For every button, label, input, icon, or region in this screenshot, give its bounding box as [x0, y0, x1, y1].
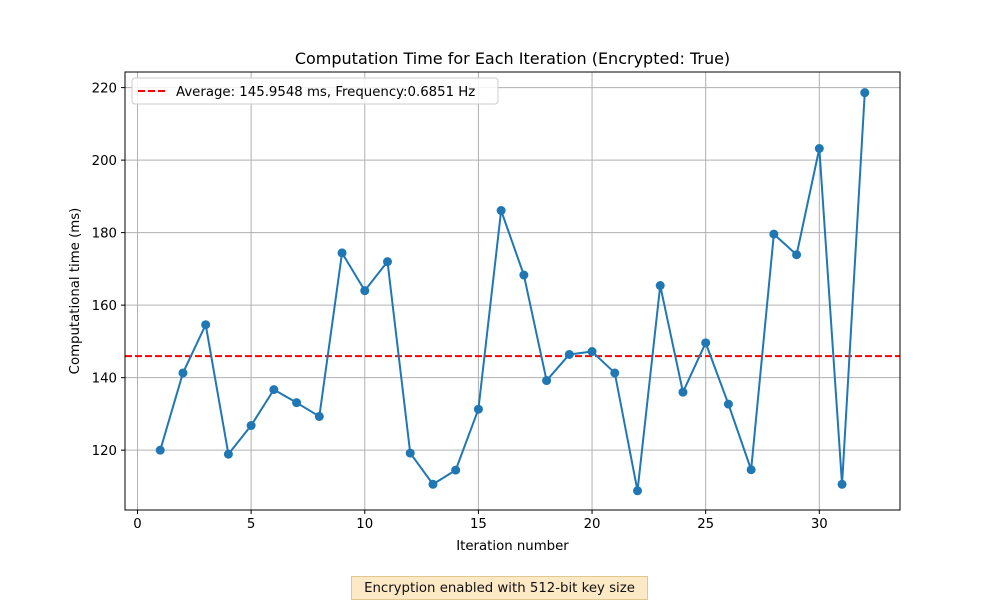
x-axis-label: Iteration number	[456, 539, 569, 554]
data-point	[837, 479, 847, 489]
data-point	[428, 479, 438, 489]
data-point	[473, 404, 483, 414]
data-point	[314, 411, 324, 421]
x-tick-label: 30	[811, 517, 828, 532]
y-tick-label: 180	[92, 227, 117, 242]
data-point	[860, 88, 870, 98]
data-point	[701, 338, 711, 348]
data-point	[655, 281, 665, 291]
data-point	[178, 368, 188, 378]
x-tick-label: 20	[584, 517, 601, 532]
x-tick-label: 25	[697, 517, 714, 532]
data-point	[246, 421, 256, 431]
data-point	[610, 368, 620, 378]
data-point	[155, 445, 165, 455]
data-point	[542, 376, 552, 386]
data-point	[337, 248, 347, 258]
data-point	[587, 347, 597, 357]
data-point	[633, 486, 642, 496]
series-group	[155, 88, 870, 496]
data-point	[792, 250, 802, 260]
data-point	[383, 257, 392, 267]
axis-ticks: 0 5 10 15 20 25 30 120 140 160 180 200 220	[92, 82, 828, 532]
y-tick-label: 160	[92, 299, 117, 314]
data-point	[405, 448, 415, 458]
data-point	[360, 286, 370, 296]
x-tick-label: 5	[247, 517, 255, 532]
y-axis-label: Computational time (ms)	[68, 208, 83, 375]
data-point	[292, 398, 302, 408]
x-tick-label: 0	[133, 517, 141, 532]
data-point	[723, 399, 733, 409]
series-line	[159, 92, 866, 492]
data-point	[223, 449, 233, 459]
x-tick-label: 15	[470, 517, 487, 532]
footer-note: Encryption enabled with 512-bit key size	[351, 576, 648, 600]
y-tick-label: 200	[92, 154, 117, 169]
data-point	[519, 270, 529, 280]
data-point	[678, 387, 688, 397]
legend: Average: 145.9548 ms, Frequency:0.6851 H…	[131, 77, 499, 105]
legend-label-average: Average: 145.9548 ms, Frequency:0.6851 H…	[176, 85, 475, 100]
chart-title: Computation Time for Each Iteration (Enc…	[295, 49, 730, 68]
y-tick-label: 120	[92, 444, 117, 459]
data-point	[746, 465, 756, 475]
grid	[125, 72, 900, 510]
data-point	[564, 349, 574, 359]
data-point	[814, 144, 824, 154]
data-point	[269, 385, 279, 395]
data-point	[451, 465, 461, 475]
y-tick-label: 140	[92, 372, 117, 387]
plot-frame	[124, 71, 901, 511]
legend-box	[131, 77, 499, 105]
y-tick-label: 220	[92, 82, 117, 97]
data-point	[201, 320, 211, 330]
data-point	[496, 206, 506, 216]
x-tick-label: 10	[356, 517, 373, 532]
data-point	[769, 229, 779, 239]
